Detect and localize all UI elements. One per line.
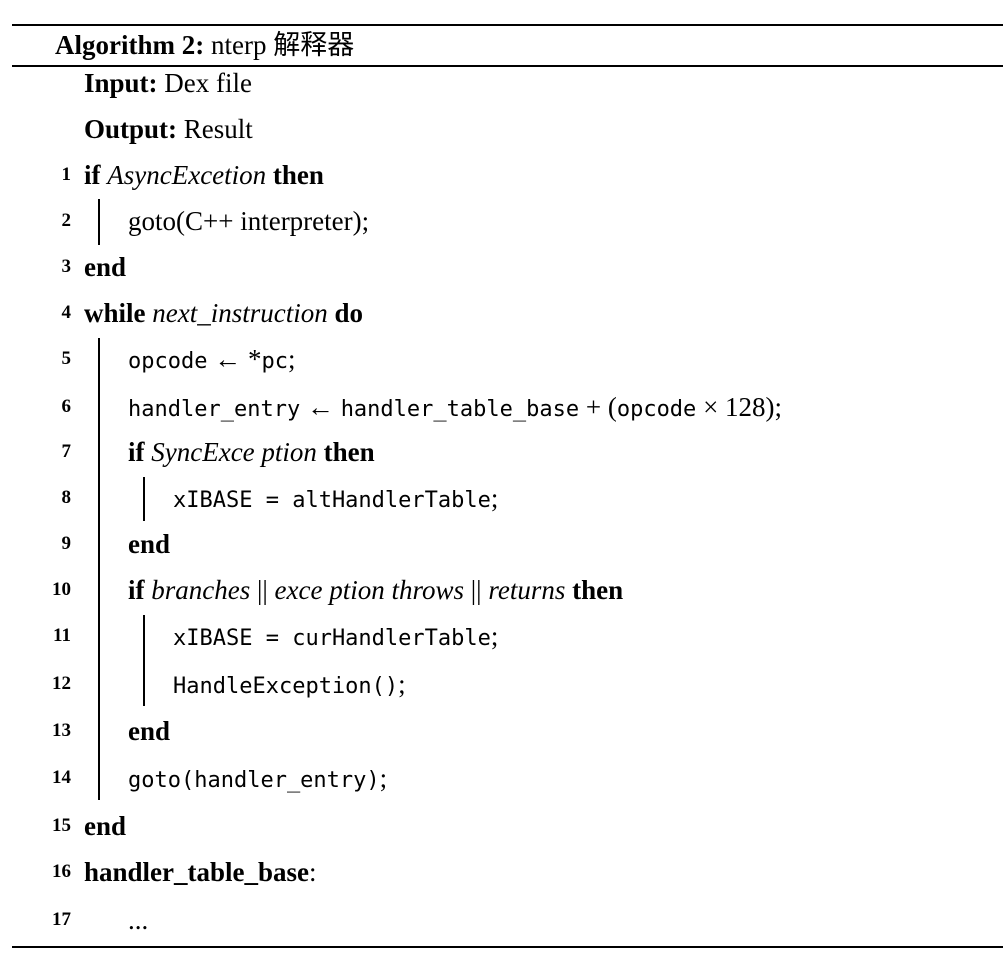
operator: ||	[464, 575, 489, 605]
algorithm-line: 12 HandleException();	[0, 661, 1003, 707]
line-number: 12	[52, 673, 71, 694]
code-token: handler_table_base	[340, 397, 580, 422]
condition: AsyncExcetion	[107, 160, 267, 190]
line-number: 2	[61, 210, 72, 231]
condition: returns	[488, 575, 566, 605]
condition: SyncExce ption	[151, 437, 317, 467]
algorithm-line: 6 handler_entry ← handler_table_base + (…	[0, 384, 1003, 430]
algorithm-line: 9 end	[0, 521, 1003, 567]
if-block-bar	[143, 615, 145, 706]
algorithm-line: 4 while next_instruction do	[0, 290, 1003, 336]
algorithm-line: 10 if branches || exce ption throws || r…	[0, 567, 1003, 613]
input-value: Dex file	[164, 68, 253, 98]
algorithm-line: 3 end	[0, 244, 1003, 290]
bottom-rule	[12, 946, 1003, 948]
line-number: 1	[61, 164, 72, 185]
algorithm-line: 11 xIBASE = curHandlerTable;	[0, 613, 1003, 659]
keyword: while	[84, 298, 146, 328]
input-line: Input: Dex file	[0, 60, 1003, 106]
punctuation: ;	[490, 483, 499, 513]
algorithm-line: 15 end	[0, 803, 1003, 849]
keyword: end	[84, 252, 127, 282]
algorithm-line: 17 ...	[0, 897, 1003, 943]
line-number: 11	[53, 625, 71, 646]
input-label: Input:	[84, 68, 158, 98]
statement: goto(C++ interpreter);	[128, 206, 370, 236]
condition: branches	[151, 575, 251, 605]
code-token: xIBASE = curHandlerTable	[173, 626, 491, 651]
keyword: end	[128, 529, 171, 559]
ellipsis: ...	[128, 905, 149, 935]
line-number: 15	[52, 815, 71, 836]
algorithm-line: 2 goto(C++ interpreter);	[0, 198, 1003, 244]
algorithm-line: 8 xIBASE = altHandlerTable;	[0, 475, 1003, 521]
punctuation: :	[309, 857, 317, 887]
line-number: 14	[52, 767, 71, 788]
keyword: if	[128, 575, 145, 605]
line-number: 8	[61, 487, 72, 508]
punctuation: ;	[287, 344, 296, 374]
operator: ||	[250, 575, 275, 605]
line-number: 16	[52, 861, 71, 882]
punctuation: ;	[398, 669, 406, 699]
line-number: 10	[52, 579, 71, 600]
keyword: do	[334, 298, 364, 328]
label: handler_table_base	[84, 857, 310, 887]
code-token: goto(handler_entry)	[128, 768, 380, 793]
output-label: Output:	[84, 114, 178, 144]
assign-arrow: ←	[214, 344, 242, 374]
condition: next_instruction	[152, 298, 328, 328]
operator: *	[247, 344, 262, 374]
algorithm-line: 13 end	[0, 708, 1003, 754]
keyword: then	[572, 575, 624, 605]
assign-arrow: ←	[306, 392, 334, 422]
line-number: 3	[61, 256, 72, 277]
algorithm-line: 7 if SyncExce ption then	[0, 429, 1003, 475]
keyword: if	[128, 437, 145, 467]
keyword: end	[84, 811, 127, 841]
line-number: 5	[61, 348, 72, 369]
algorithm-line: 1 if AsyncExcetion then	[0, 152, 1003, 198]
punctuation: ;	[490, 621, 499, 651]
output-value: Result	[183, 114, 253, 144]
line-number: 4	[61, 302, 72, 323]
output-line: Output: Result	[0, 106, 1003, 152]
while-block-bar	[98, 338, 100, 800]
algorithm-line: 14 goto(handler_entry);	[0, 755, 1003, 801]
condition: exce ption throws	[274, 575, 465, 605]
keyword: then	[272, 160, 324, 190]
code-token: opcode	[128, 349, 208, 374]
if-block-bar	[98, 199, 100, 245]
algorithm-line: 16 handler_table_base:	[0, 849, 1003, 895]
punctuation: ;	[379, 763, 388, 793]
keyword: if	[84, 160, 101, 190]
algorithm-caption: Algorithm 2: nterp 解释器	[55, 28, 354, 62]
code-token: HandleException()	[173, 674, 399, 699]
algorithm-label: Algorithm 2:	[55, 30, 205, 60]
line-number: 17	[52, 909, 71, 930]
code-token: opcode	[616, 397, 697, 422]
line-number: 6	[61, 396, 72, 417]
if-block-bar	[143, 477, 145, 521]
operator: × 128);	[696, 392, 783, 422]
code-token: handler_entry	[128, 397, 301, 422]
line-number: 9	[61, 533, 72, 554]
keyword: end	[128, 716, 171, 746]
algorithm-line: 5 opcode ← *pc;	[0, 336, 1003, 382]
keyword: then	[323, 437, 375, 467]
code-token: xIBASE = altHandlerTable	[173, 488, 491, 513]
line-number: 7	[61, 441, 72, 462]
top-rule	[12, 24, 1003, 26]
caption-rule	[12, 65, 1003, 67]
operator: + (	[579, 392, 617, 422]
code-token: pc	[261, 349, 288, 374]
line-number: 13	[52, 720, 71, 741]
algorithm-title: nterp 解释器	[210, 30, 355, 60]
